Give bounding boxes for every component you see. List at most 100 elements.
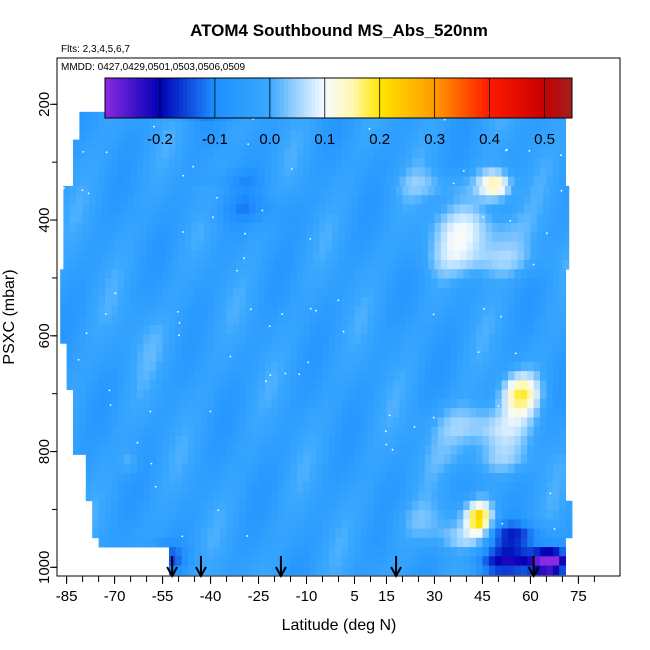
heatmap-cell <box>264 121 272 131</box>
heatmap-cell <box>188 398 195 409</box>
heatmap-cell <box>92 445 99 455</box>
heatmap-cell <box>328 167 336 178</box>
heatmap-cell <box>104 167 112 178</box>
heatmap-cell <box>252 287 259 298</box>
heatmap-cell <box>540 297 547 307</box>
heatmap-cell <box>344 241 352 252</box>
heatmap-cell <box>149 389 157 400</box>
heatmap-cell <box>450 398 458 409</box>
heatmap-cell <box>188 269 195 279</box>
heatmap-cell <box>319 232 327 242</box>
heatmap-cell <box>392 148 400 159</box>
heatmap-cell <box>421 241 429 252</box>
heatmap-cell <box>450 426 458 437</box>
heatmap-cell <box>293 241 301 252</box>
heatmap-cell <box>495 454 503 465</box>
heatmap-cell <box>431 389 439 400</box>
x-tick-label: 75 <box>570 588 587 605</box>
heatmap-cell <box>316 417 323 428</box>
sample-point <box>229 355 232 358</box>
heatmap-cell <box>258 528 266 539</box>
heatmap-cell <box>444 500 451 511</box>
heatmap-cell <box>469 445 477 455</box>
heatmap-cell <box>418 500 426 511</box>
heatmap-cell <box>559 426 567 437</box>
heatmap-cell <box>498 250 506 261</box>
heatmap-cell <box>540 130 547 141</box>
heatmap-cell <box>200 380 208 391</box>
heatmap-cell <box>76 213 83 224</box>
heatmap-cell <box>252 176 259 187</box>
heatmap-cell <box>220 324 227 335</box>
heatmap-cell <box>348 139 355 150</box>
heatmap-cell <box>220 269 227 279</box>
heatmap-cell <box>536 213 544 224</box>
heatmap-cell <box>360 380 368 391</box>
heatmap-cell <box>303 176 311 187</box>
heatmap-cell <box>383 204 391 215</box>
heatmap-cell <box>508 565 515 576</box>
heatmap-cell <box>399 445 407 455</box>
heatmap-cell <box>418 398 426 409</box>
heatmap-cell <box>552 556 560 566</box>
heatmap-cell <box>540 334 547 344</box>
heatmap-cell <box>104 435 112 446</box>
heatmap-cell <box>220 398 227 409</box>
heatmap-cell <box>111 491 119 502</box>
sample-point <box>236 269 239 272</box>
heatmap-cell <box>303 343 311 353</box>
heatmap-cell <box>245 426 253 437</box>
heatmap-cell <box>520 130 528 141</box>
heatmap-cell <box>341 334 349 344</box>
heatmap-cell <box>527 426 535 437</box>
heatmap-cell <box>495 269 503 279</box>
heatmap-cell <box>373 139 381 150</box>
heatmap-cell <box>335 528 343 539</box>
heatmap-cell <box>405 361 413 372</box>
heatmap-cell <box>175 500 183 511</box>
heatmap-cell <box>341 435 349 446</box>
heatmap-cell <box>159 232 167 242</box>
heatmap-cell <box>562 232 570 242</box>
heatmap-cell <box>136 158 144 168</box>
heatmap-cell <box>370 185 378 196</box>
heatmap-cell <box>533 435 541 446</box>
heatmap-cell <box>284 528 291 539</box>
heatmap-cell <box>133 213 141 224</box>
heatmap-cell <box>226 334 234 344</box>
heatmap-cell <box>444 158 451 168</box>
heatmap-cell <box>322 472 330 483</box>
heatmap-cell <box>156 398 163 409</box>
heatmap-cell <box>149 176 157 187</box>
heatmap-cell <box>501 454 509 465</box>
heatmap-cell <box>184 232 192 242</box>
x-axis: -85 -70 -55 -40 -25 -10 5 15 30 45 60 75 <box>56 576 595 605</box>
heatmap-cell <box>140 213 147 224</box>
heatmap-cell <box>367 500 375 511</box>
heatmap-cell <box>412 398 419 409</box>
heatmap-cell <box>338 241 346 252</box>
colorbar-segment <box>124 78 129 118</box>
heatmap-cell <box>204 204 211 215</box>
heatmap-cell <box>156 454 163 465</box>
heatmap-cell <box>437 408 445 418</box>
heatmap-cell <box>191 185 199 196</box>
heatmap-cell <box>92 324 99 335</box>
heatmap-cell <box>348 463 355 474</box>
heatmap-cell <box>236 222 243 233</box>
heatmap-cell <box>559 565 567 576</box>
heatmap-cell <box>392 426 400 437</box>
heatmap-cell <box>156 528 163 539</box>
heatmap-cell <box>98 324 106 335</box>
heatmap-cell <box>520 158 528 168</box>
heatmap-cell <box>264 482 272 492</box>
heatmap-cell <box>360 435 368 446</box>
heatmap-cell <box>444 297 451 307</box>
heatmap-cell <box>271 417 279 428</box>
heatmap-cell <box>117 500 125 511</box>
heatmap-cell <box>252 528 259 539</box>
heatmap-cell <box>383 195 391 205</box>
heatmap-cell <box>124 398 131 409</box>
heatmap-cell <box>437 306 445 316</box>
heatmap-cell <box>220 445 227 455</box>
